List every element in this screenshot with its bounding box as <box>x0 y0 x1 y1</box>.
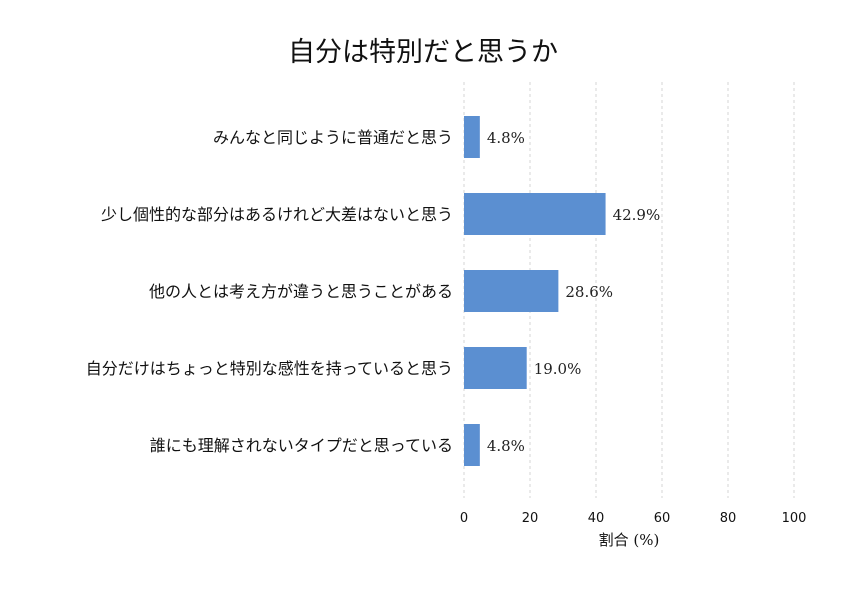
category-label-2: 他の人とは考え方が違うと思うことがある <box>149 282 453 301</box>
data-label-1: 42.9% <box>613 206 661 224</box>
category-label-0: みんなと同じように普通だと思う <box>213 128 453 147</box>
x-tick-label-3: 60 <box>654 511 671 526</box>
bar-2 <box>464 270 559 312</box>
chart-title: 自分は特別だと思うか <box>288 37 558 68</box>
x-tick-label-1: 20 <box>522 511 539 526</box>
x-axis-label: 割合 (%) <box>599 531 660 549</box>
x-tick-label-0: 0 <box>460 511 468 526</box>
x-tick-label-5: 100 <box>782 511 807 526</box>
category-label-4: 誰にも理解されないタイプだと思っている <box>150 436 453 455</box>
category-label-3: 自分だけはちょっと特別な感性を持っていると思う <box>86 359 453 378</box>
data-label-3: 19.0% <box>534 360 582 378</box>
bar-3 <box>464 347 527 389</box>
category-label-1: 少し個性的な部分はあるけれど大差はないと思う <box>101 205 453 224</box>
data-label-2: 28.6% <box>565 283 613 301</box>
bar-0 <box>464 116 480 158</box>
x-tick-label-4: 80 <box>720 511 737 526</box>
bar-1 <box>464 193 606 235</box>
data-label-0: 4.8% <box>487 129 525 147</box>
x-tick-label-2: 40 <box>588 511 605 526</box>
bar-4 <box>464 424 480 466</box>
data-label-4: 4.8% <box>487 437 525 455</box>
